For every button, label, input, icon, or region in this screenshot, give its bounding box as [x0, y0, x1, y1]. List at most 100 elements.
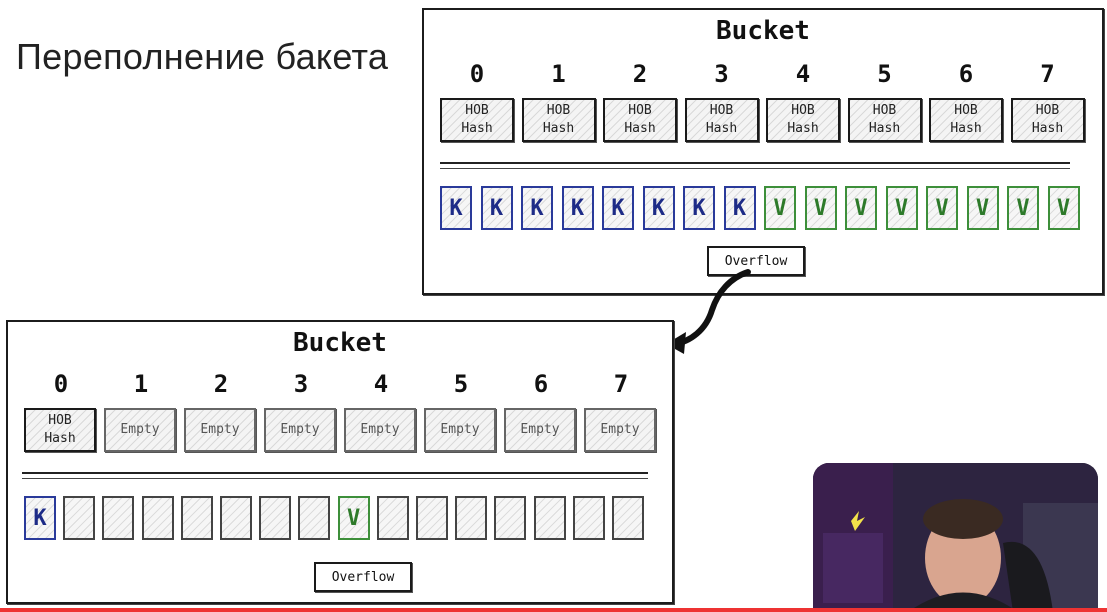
value-cell: V: [1047, 186, 1080, 230]
tophash-label: Empty: [440, 422, 480, 437]
overflow-pointer: Overflow: [707, 246, 805, 276]
video-progress-bar[interactable]: [0, 608, 1107, 612]
tophash-label: Empty: [360, 422, 400, 437]
tophash-label: Hash: [1031, 121, 1064, 136]
tophash-label: HOB: [791, 103, 815, 118]
slide-title: Переполнение бакета: [16, 36, 389, 77]
empty-cell: [63, 496, 96, 540]
tophash-label: Empty: [280, 422, 320, 437]
tophash-cell: HOB Hash: [1010, 98, 1085, 142]
bucket-title: Bucket: [293, 328, 387, 358]
key-cell: K: [24, 496, 56, 540]
key-cell: K: [521, 186, 553, 230]
empty-cell: [533, 496, 566, 540]
tophash-label: Hash: [624, 121, 656, 136]
bucket-bottom: Bucket 0 HOB Hash 1 Empty 2 Empty 3 Empty 4 Empty 5…: [6, 320, 674, 604]
value-cell: V: [1007, 186, 1039, 230]
value-cell: V: [926, 186, 958, 230]
slot-number: 6: [533, 370, 549, 398]
empty-cell: [572, 496, 605, 540]
empty-cell: [494, 496, 527, 540]
bucket-title: Bucket: [716, 16, 810, 46]
slot-number: 0: [53, 370, 69, 398]
key-cell: K: [683, 186, 715, 230]
tophash-label: Hash: [44, 431, 76, 446]
tophash-cell: HOB Hash: [847, 98, 922, 142]
tophash-label: HOB: [465, 103, 489, 118]
value-cell: V: [966, 186, 999, 230]
separator-line: [440, 162, 1070, 164]
value-cell: V: [804, 186, 837, 230]
tophash-label: Empty: [120, 422, 160, 437]
slot-number: 5: [877, 60, 892, 88]
empty-cell: [416, 496, 448, 540]
key-cell: K: [723, 186, 756, 230]
tophash-empty: Empty: [584, 408, 656, 452]
key-cell: K: [602, 186, 634, 230]
tophash-label: Hash: [542, 121, 575, 136]
tophash-label: Hash: [787, 121, 819, 136]
empty-cell: [220, 496, 252, 540]
slot-number: 4: [373, 370, 389, 398]
presenter-video-icon: [813, 463, 1098, 612]
empty-cell: [102, 496, 135, 540]
slot-number: 5: [453, 370, 469, 398]
tophash-empty: Empty: [184, 408, 256, 452]
tophash-empty: Empty: [424, 408, 496, 452]
tophash-empty: Empty: [264, 408, 336, 452]
tophash-label: HOB: [709, 103, 734, 118]
empty-cell: [141, 496, 174, 540]
tophash-cell: HOB Hash: [24, 408, 96, 452]
slot-number: 4: [795, 60, 811, 88]
tophash-label: HOB: [872, 103, 897, 118]
slot-number: 2: [632, 60, 648, 88]
tophash-cell: HOB Hash: [929, 98, 1003, 142]
empty-cell: [376, 496, 409, 540]
slot-number: 7: [613, 370, 629, 398]
tophash-label: Hash: [950, 121, 982, 136]
empty-cell: [612, 496, 644, 540]
slot-number: 1: [551, 60, 566, 88]
tophash-empty: Empty: [504, 408, 576, 452]
tophash-cell: HOB Hash: [521, 98, 596, 142]
value-cell: V: [845, 186, 877, 230]
tophash-label: Hash: [868, 121, 901, 136]
tophash-label: Hash: [461, 121, 493, 136]
slot-number: 2: [213, 370, 229, 398]
value-cell: V: [764, 186, 796, 230]
separator-line: [22, 472, 648, 474]
tophash-empty: Empty: [344, 408, 416, 452]
webcam-overlay: [813, 463, 1098, 612]
tophash-label: HOB: [546, 103, 571, 118]
tophash-label: Empty: [200, 422, 240, 437]
tophash-label: HOB: [954, 103, 978, 118]
tophash-label: Empty: [600, 422, 640, 437]
empty-cell: [180, 496, 213, 540]
separator-line: [440, 168, 1070, 169]
key-cell: K: [440, 186, 472, 230]
tophash-label: HOB: [1035, 103, 1060, 118]
tophash-empty: Empty: [104, 408, 176, 452]
tophash-cell: HOB Hash: [766, 98, 840, 142]
slot-number: 3: [293, 370, 309, 398]
tophash-label: HOB: [48, 413, 72, 428]
slot-number: 7: [1040, 60, 1055, 88]
slot-number: 0: [469, 60, 485, 88]
key-cell: K: [561, 186, 594, 230]
empty-cell: [298, 496, 331, 540]
empty-cell: [455, 496, 488, 540]
separator-line: [22, 478, 648, 479]
slot-number: 3: [714, 60, 729, 88]
key-cell: K: [480, 186, 513, 230]
key-cell: K: [642, 186, 675, 230]
overflow-pointer: Overflow: [314, 562, 412, 592]
curved-arrow-icon: [666, 269, 751, 354]
bucket-top: Bucket 0 HOB Hash 1 HOB Hash 2 HOB Hash 3 HOB Hash 4…: [422, 8, 1104, 295]
empty-cell: [259, 496, 292, 540]
slot-number: 1: [133, 370, 149, 398]
tophash-cell: HOB Hash: [684, 98, 759, 142]
value-cell: V: [337, 496, 370, 540]
slot-number: 6: [958, 60, 974, 88]
value-cell: V: [885, 186, 918, 230]
tophash-label: Hash: [705, 121, 738, 136]
